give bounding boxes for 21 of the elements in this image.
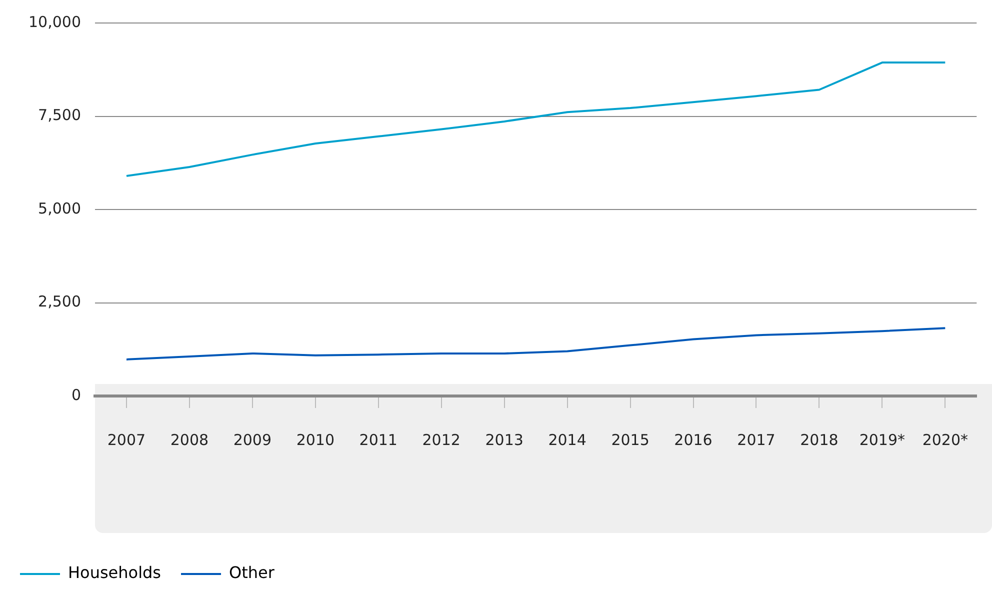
x-tick-label: 2015 xyxy=(611,430,650,449)
x-tick-label: 2017 xyxy=(737,430,776,449)
x-tick-label: 2009 xyxy=(233,430,272,449)
y-tick-label: 2,500 xyxy=(38,292,81,311)
x-tick-label: 2016 xyxy=(674,430,712,449)
x-tick-label: 2020* xyxy=(922,430,968,449)
x-tick-label: 2008 xyxy=(170,430,209,449)
x-tick-label: 2012 xyxy=(422,430,460,449)
y-tick-label: 7,500 xyxy=(38,106,81,124)
x-tick-label: 2019* xyxy=(859,430,906,449)
x-tick-label: 2011 xyxy=(359,430,398,449)
x-tick-label: 2018 xyxy=(800,430,838,449)
y-tick-label: 10,000 xyxy=(28,12,81,31)
x-tick-label: 2013 xyxy=(485,430,524,449)
y-tick-label: 0 xyxy=(71,386,81,404)
x-tick-label: 2007 xyxy=(107,430,146,449)
legend-label: Households xyxy=(68,563,162,582)
x-tick-label: 2010 xyxy=(296,430,335,449)
y-tick-label: 5,000 xyxy=(38,199,81,218)
x-tick-label: 2014 xyxy=(548,430,586,449)
legend-label: Other xyxy=(229,563,275,582)
